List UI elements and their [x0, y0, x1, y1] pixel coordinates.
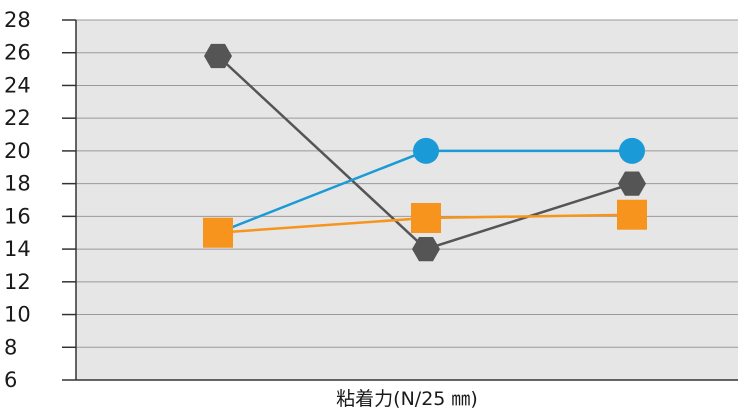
y-tick-label: 16	[4, 204, 31, 228]
y-tick-label: 28	[4, 8, 31, 32]
data-point	[412, 237, 440, 262]
y-tick-label: 14	[4, 237, 31, 261]
y-tick-label: 8	[4, 335, 17, 359]
gridlines	[76, 19, 738, 348]
y-axis-ticks: 6 8 10 12 14 16 18 20 22 24 26 28	[4, 8, 76, 392]
data-point	[618, 171, 646, 196]
y-tick-label: 6	[4, 368, 17, 392]
y-tick-label: 18	[4, 172, 31, 196]
data-point	[411, 203, 441, 233]
y-tick-label: 24	[4, 73, 31, 97]
y-tick-label: 20	[4, 139, 31, 163]
data-point	[203, 217, 233, 248]
data-point	[204, 43, 232, 69]
y-tick-label: 26	[4, 41, 31, 65]
y-tick-label: 12	[4, 270, 31, 294]
y-tick-label: 22	[4, 106, 31, 130]
y-tick-label: 10	[4, 303, 31, 327]
data-point	[617, 199, 647, 230]
series-group	[203, 43, 647, 262]
data-point	[619, 137, 645, 164]
data-point	[413, 137, 439, 164]
x-axis-label: 粘着力(N/25 ㎜)	[336, 388, 478, 410]
